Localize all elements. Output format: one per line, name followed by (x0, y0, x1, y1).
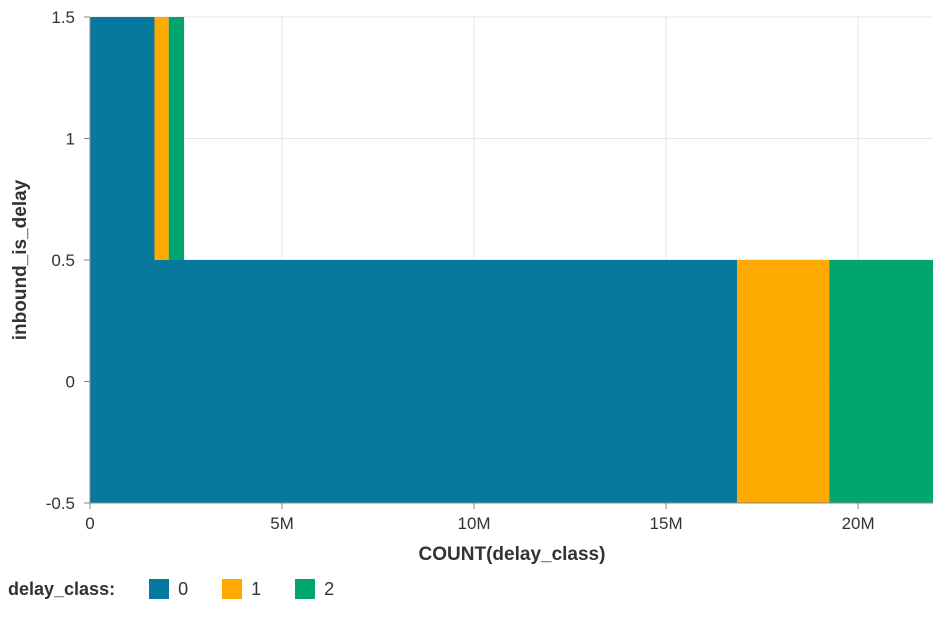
x-tick-label: 0 (85, 514, 94, 533)
x-tick-label: 5M (270, 514, 294, 533)
bar-inbound-0-class-0[interactable] (90, 260, 738, 503)
bar-inbound-0-class-2[interactable] (829, 260, 933, 503)
x-tick-label: 15M (650, 514, 683, 533)
legend-item-0[interactable]: 0 (149, 579, 188, 600)
bars (90, 17, 933, 503)
legend-swatch-2 (295, 579, 316, 599)
y-tick-label: 0 (66, 373, 75, 392)
y-axis-title: inbound_is_delay (10, 179, 31, 340)
y-tick-label: 0.5 (51, 251, 75, 270)
legend-label-2: 2 (324, 578, 335, 599)
x-tick-label: 10M (458, 514, 491, 533)
bar-inbound-0-class-1[interactable] (737, 260, 830, 503)
legend-swatch-1 (222, 579, 243, 599)
bar-inbound-1-class-1[interactable] (154, 17, 169, 260)
x-axis-title: COUNT(delay_class) (419, 544, 606, 565)
legend-item-2[interactable]: 2 (295, 579, 334, 600)
legend-swatch-0 (149, 579, 170, 599)
bar-inbound-1-class-2[interactable] (168, 17, 185, 260)
legend: delay_class: 0 1 2 (8, 577, 368, 601)
legend-item-1[interactable]: 1 (222, 579, 261, 600)
legend-label-0: 0 (178, 578, 189, 599)
x-tick-label: 20M (842, 514, 875, 533)
x-axis-ticks: 0 5M 10M 15M 20M (85, 503, 875, 533)
legend-label-1: 1 (251, 578, 262, 599)
legend-title: delay_class: (8, 578, 116, 599)
y-tick-label: 1 (66, 130, 75, 149)
y-axis-ticks: -0.5 0 0.5 1 1.5 (46, 8, 90, 513)
y-tick-label: -0.5 (46, 494, 75, 513)
bar-inbound-1-class-0[interactable] (90, 17, 155, 260)
y-tick-label: 1.5 (51, 8, 75, 27)
